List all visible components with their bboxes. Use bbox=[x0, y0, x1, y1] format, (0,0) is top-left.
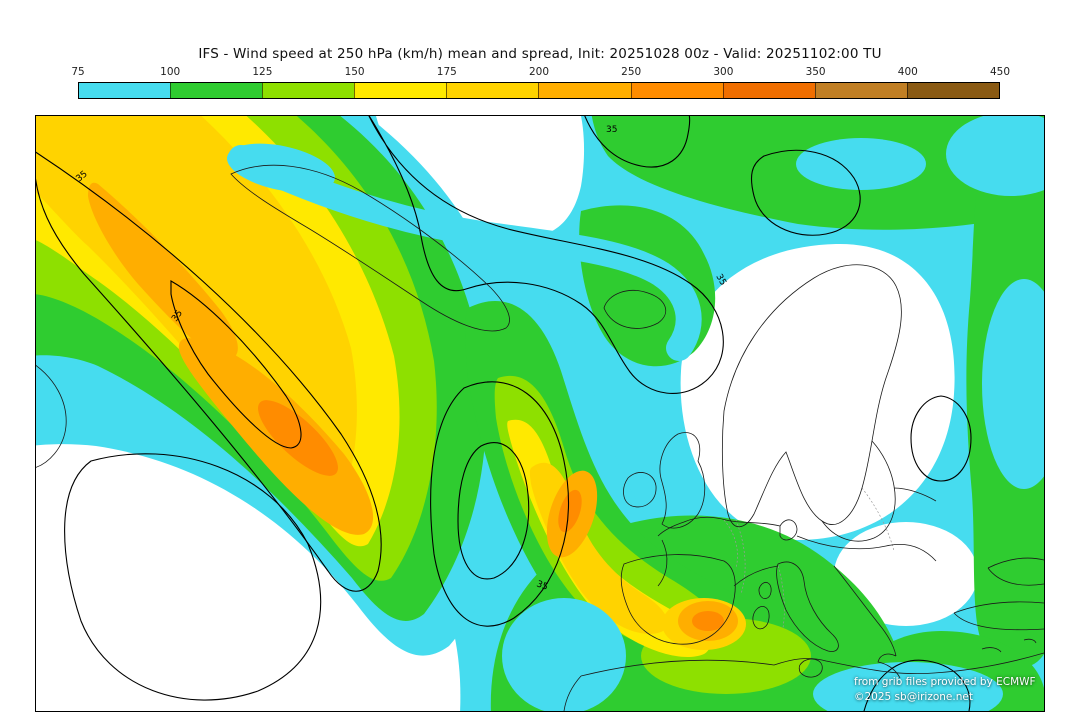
contour-line bbox=[368, 116, 724, 394]
coastline-denmark bbox=[779, 519, 798, 541]
colorbar-segment bbox=[170, 83, 263, 98]
colorbar-scale bbox=[78, 82, 1000, 99]
coastlines bbox=[36, 164, 1044, 711]
coastline-cyprus bbox=[1023, 638, 1037, 644]
contour-line bbox=[430, 381, 569, 627]
contour-line bbox=[584, 116, 691, 168]
contour-line bbox=[910, 395, 972, 482]
page-title: IFS - Wind speed at 250 hPa (km/h) mean … bbox=[198, 46, 882, 62]
contour-label: 35 bbox=[713, 273, 727, 288]
coastline-ireland bbox=[623, 472, 657, 508]
contour-line bbox=[36, 151, 382, 592]
coastline-greece bbox=[877, 653, 901, 679]
coastline-labrador bbox=[36, 365, 67, 468]
colorbar-segment bbox=[906, 83, 999, 98]
colorbar-segment bbox=[79, 83, 171, 98]
wind-field-orange-cores bbox=[258, 400, 724, 631]
coastline-scandinavia bbox=[721, 264, 902, 528]
coastline-iceland bbox=[603, 290, 667, 329]
coastline-corsica bbox=[758, 582, 772, 599]
colorbar-tick-label: 200 bbox=[528, 66, 550, 78]
colorbar-segment bbox=[538, 83, 631, 98]
wind-field-canvas: 35 35 35 35 35 bbox=[36, 116, 1044, 711]
colorbar-tick-label: 250 bbox=[621, 66, 642, 78]
weather-map: 35 35 35 35 35 from grib files provided … bbox=[35, 115, 1045, 712]
contour-line bbox=[457, 441, 530, 580]
contour-line bbox=[170, 280, 302, 449]
colorbar-tick-label: 100 bbox=[160, 66, 181, 78]
coastline-black-sea bbox=[987, 557, 1044, 586]
credits-copyright: ©2025 sb@irizone.net bbox=[854, 691, 973, 703]
coastline-channel-north-sea bbox=[657, 516, 781, 537]
spread-contours bbox=[36, 116, 972, 711]
coastline-iberia bbox=[620, 554, 736, 645]
colorbar-tick-label: 75 bbox=[71, 66, 85, 78]
coastline-italy bbox=[776, 561, 839, 652]
coastline-crete bbox=[981, 647, 1002, 653]
colorbar-tick-label: 175 bbox=[436, 66, 457, 78]
contour-line bbox=[64, 453, 322, 701]
coastline-sicily bbox=[798, 658, 823, 678]
coastline-france-atlantic bbox=[657, 539, 668, 587]
contour-line bbox=[863, 659, 971, 711]
coastline-morocco bbox=[563, 675, 582, 711]
coastline-gulf-of-finland bbox=[893, 487, 937, 502]
coastline-turkey-south bbox=[953, 612, 1044, 631]
credits-source: from grib files provided by ECMWF bbox=[854, 676, 1036, 688]
colorbar-tick-label: 150 bbox=[344, 66, 365, 78]
coastline-mediterranean-north bbox=[733, 565, 779, 587]
coastline-baltic-south bbox=[796, 535, 937, 562]
colorbar-segment bbox=[814, 83, 907, 98]
coastline-sardinia bbox=[752, 606, 770, 630]
colorbar: 75 100 125 150 175 200 250 300 350 400 4… bbox=[71, 66, 1010, 99]
wind-field-cyan-minima bbox=[227, 116, 1044, 711]
colorbar-tick-label: 350 bbox=[805, 66, 826, 78]
colorbar-segment bbox=[354, 83, 447, 98]
coastline-great-britain bbox=[659, 432, 706, 529]
coastline-north-africa bbox=[580, 652, 1044, 677]
colorbar-segment bbox=[446, 83, 539, 98]
colorbar-tick-label: 300 bbox=[713, 66, 734, 78]
colorbar-segment bbox=[262, 83, 355, 98]
contour-line bbox=[750, 149, 861, 236]
colorbar-tick-label: 125 bbox=[252, 66, 273, 78]
colorbar-tick-label: 450 bbox=[989, 66, 1011, 78]
contour-label: 35 bbox=[535, 579, 549, 592]
colorbar-tick-labels: 75 100 125 150 175 200 250 300 350 400 4… bbox=[71, 66, 1010, 82]
contour-label: 35 bbox=[606, 125, 617, 135]
coastline-greenland bbox=[230, 164, 510, 332]
coastline-baltic bbox=[821, 440, 896, 542]
colorbar-segment bbox=[630, 83, 723, 98]
coastline-turkey-north bbox=[953, 601, 1044, 614]
colorbar-segment bbox=[722, 83, 815, 98]
colorbar-tick-label: 400 bbox=[897, 66, 918, 78]
map-credits: from grib files provided by ECMWF ©2025 … bbox=[854, 675, 1036, 705]
coastline-balkans bbox=[833, 565, 897, 657]
